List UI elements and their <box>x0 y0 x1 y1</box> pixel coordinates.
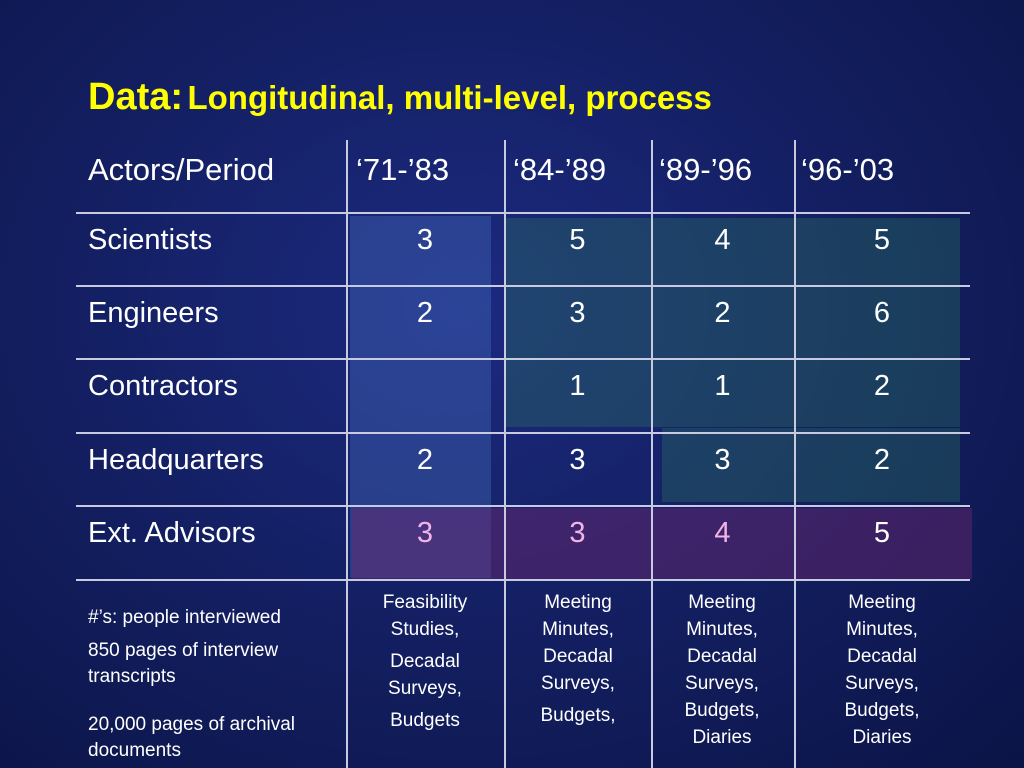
header-period-2: ‘84-’89 <box>513 152 607 187</box>
row-label-ext-advisors: Ext. Advisors <box>88 517 256 549</box>
grid-hline-4 <box>76 432 970 434</box>
cell-ext-advisors-p1: 3 <box>416 517 434 549</box>
cell-headquarters-p4: 2 <box>873 444 891 476</box>
grid-hline-6 <box>76 579 970 581</box>
cell-headquarters-p3: 3 <box>714 444 731 476</box>
note-archival-documents: 20,000 pages of archival documents <box>88 714 296 761</box>
cell-scientists-p4: 5 <box>873 224 891 256</box>
cell-engineers-p1: 2 <box>416 297 434 329</box>
row-label-contractors: Contractors <box>88 370 238 402</box>
row-label-engineers: Engineers <box>88 297 219 329</box>
grid-vline-2 <box>504 140 506 768</box>
cell-ext-advisors-p3: 4 <box>714 517 731 549</box>
cell-engineers-p3: 2 <box>714 297 731 329</box>
sources-period-1-line-c: Budgets <box>390 710 460 731</box>
row-label-scientists: Scientists <box>88 224 213 256</box>
sources-period-4: Meeting Minutes, Decadal Surveys, Budget… <box>822 589 942 751</box>
sources-period-2-line-a: Meeting Minutes, Decadal Surveys, <box>541 592 615 694</box>
sources-period-2: Meeting Minutes, Decadal Surveys, Budget… <box>518 589 638 729</box>
grid-hline-3 <box>76 358 970 360</box>
highlight-early-period <box>350 216 491 578</box>
cell-engineers-p2: 3 <box>569 297 586 329</box>
highlight-headquarters <box>662 428 960 502</box>
cell-scientists-p2: 5 <box>569 224 586 256</box>
grid-vline-1 <box>346 140 348 768</box>
grid-hline-1 <box>76 212 970 214</box>
sources-period-3-line-a: Meeting Minutes, Decadal Surveys, Budget… <box>684 592 760 748</box>
note-interview-transcripts: 850 pages of interview transcripts <box>88 640 279 687</box>
cell-contractors-p2: 1 <box>569 370 586 402</box>
cell-contractors-p4: 2 <box>873 370 891 402</box>
grid-vline-4 <box>794 140 796 768</box>
highlight-ext-advisors <box>352 508 972 579</box>
title-rest: Longitudinal, multi-level, process <box>187 79 712 116</box>
highlight-later-periods <box>505 218 960 427</box>
note-people-interviewed: #’s: people interviewed <box>88 607 281 628</box>
cell-headquarters-p1: 2 <box>416 444 434 476</box>
cell-ext-advisors-p2: 3 <box>569 517 586 549</box>
cell-engineers-p4: 6 <box>873 297 891 329</box>
sources-period-1-line-b: Decadal Surveys, <box>388 651 462 699</box>
title-prefix: Data: <box>88 76 184 118</box>
header-actors-period: Actors/Period <box>88 152 275 187</box>
cell-scientists-p1: 3 <box>416 224 434 256</box>
grid-hline-5 <box>76 505 970 507</box>
row-label-headquarters: Headquarters <box>88 444 264 476</box>
sources-period-3: Meeting Minutes, Decadal Surveys, Budget… <box>662 589 782 751</box>
cell-headquarters-p2: 3 <box>569 444 586 476</box>
sources-period-2-line-b: Budgets, <box>540 705 616 726</box>
cell-contractors-p3: 1 <box>714 370 731 402</box>
cell-ext-advisors-p4: 5 <box>873 517 891 549</box>
grid-hline-2 <box>76 285 970 287</box>
sources-period-1: Feasibility Studies, Decadal Surveys, Bu… <box>360 589 490 734</box>
slide-title: Data: Longitudinal, multi-level, process <box>88 76 712 119</box>
cell-scientists-p3: 4 <box>714 224 731 256</box>
header-period-3: ‘89-’96 <box>659 152 753 187</box>
grid-vline-3 <box>651 140 653 768</box>
sources-period-4-line-a: Meeting Minutes, Decadal Surveys, Budget… <box>844 592 920 748</box>
header-period-1: ‘71-’83 <box>356 152 450 187</box>
header-period-4: ‘96-’03 <box>801 152 895 187</box>
sources-period-1-line-a: Feasibility Studies, <box>382 592 468 640</box>
